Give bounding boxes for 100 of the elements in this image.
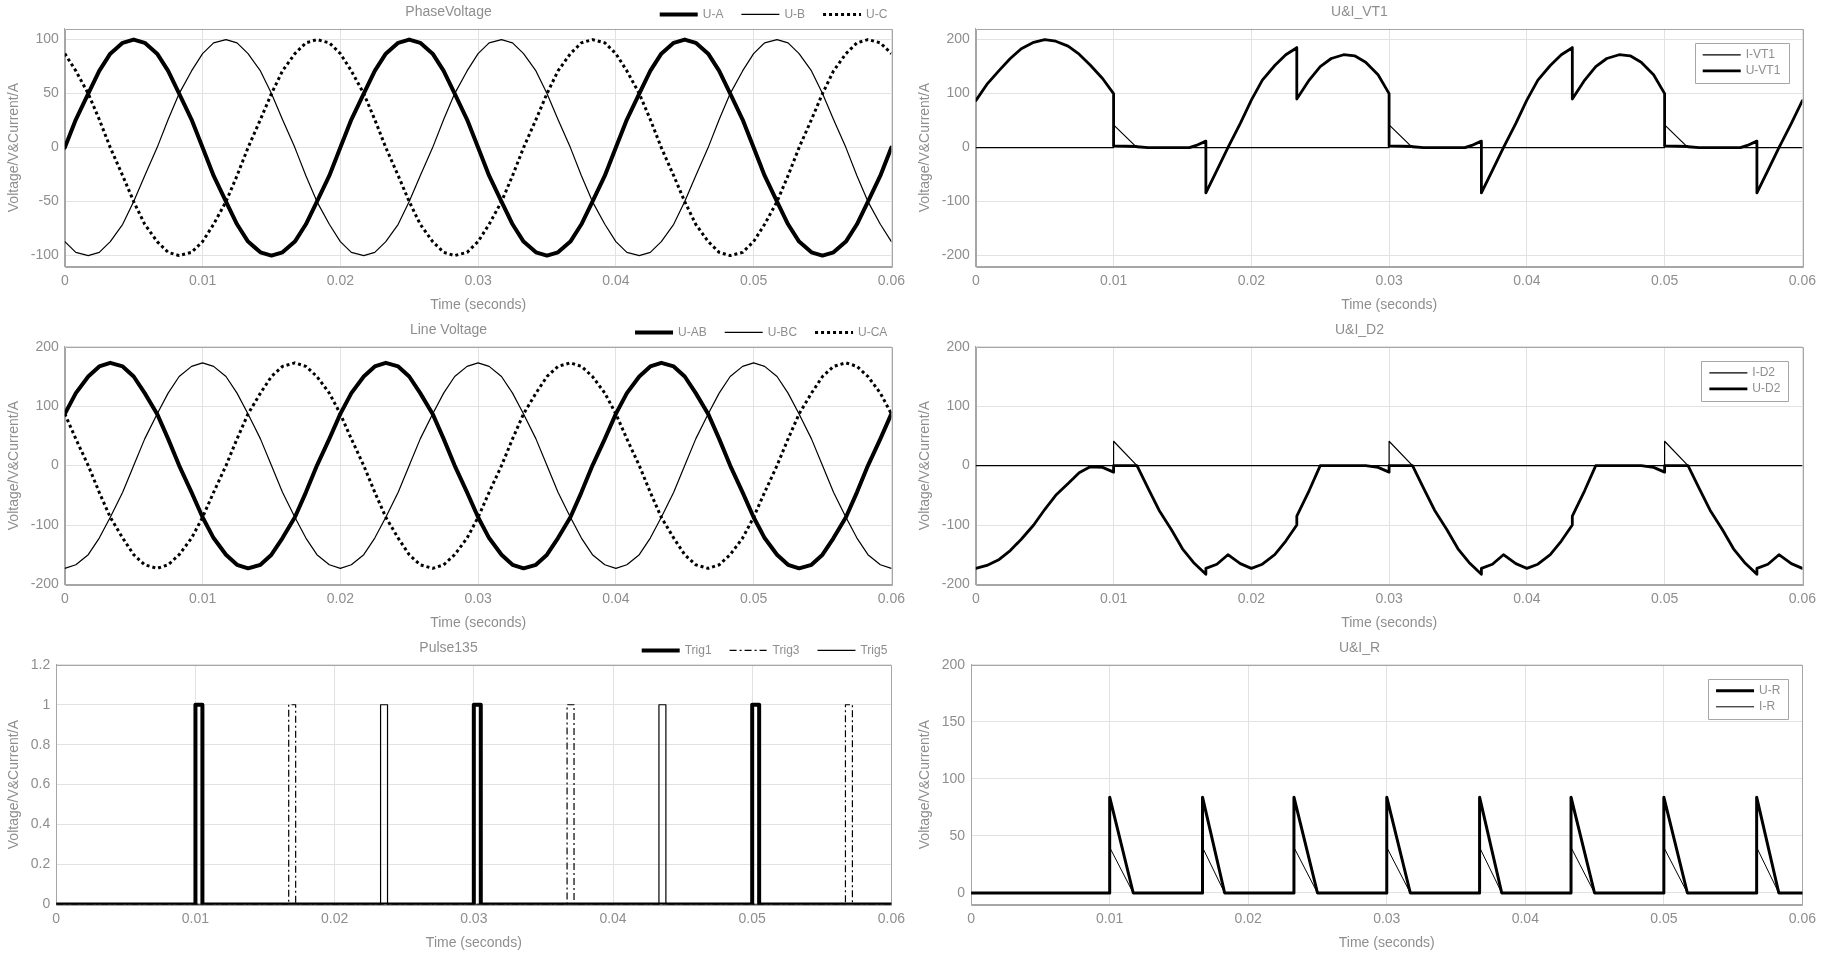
- x-tick-label: 0.06: [877, 271, 906, 288]
- y-tick-label: -200: [941, 246, 971, 263]
- x-tick-label: 0.02: [1237, 589, 1266, 606]
- y-tick-label: 100: [35, 30, 60, 47]
- y-axis-title: Voltage/V&Current/A: [916, 400, 933, 531]
- y-tick-label: 1: [42, 695, 51, 712]
- legend-label: U-CA: [858, 324, 888, 339]
- x-tick-label: 0.06: [1788, 589, 1817, 606]
- y-tick-label: 50: [949, 826, 966, 843]
- y-tick-label: 0.8: [30, 735, 51, 752]
- legend-label: I-R: [1759, 699, 1776, 714]
- x-tick-label: 0.03: [1375, 589, 1403, 606]
- y-tick-label: 0: [51, 138, 60, 155]
- x-tick-label: 0.05: [1650, 271, 1679, 288]
- x-tick-label: 0.04: [599, 909, 627, 926]
- legend-label: U-D2: [1752, 381, 1781, 396]
- y-tick-label: 1.2: [30, 655, 51, 672]
- x-axis-title: Time (seconds): [430, 296, 527, 313]
- legend-label: Trig5: [860, 642, 888, 657]
- chart-title: Pulse135: [419, 639, 478, 656]
- y-tick-label: 0: [962, 138, 971, 155]
- x-tick-label: 0.03: [460, 909, 488, 926]
- x-tick-label: 0.04: [1513, 589, 1541, 606]
- chart-title: U&I_R: [1338, 639, 1381, 656]
- legend-label: U-R: [1759, 683, 1781, 698]
- y-tick-label: 100: [946, 84, 971, 101]
- y-tick-label: 50: [43, 84, 60, 101]
- y-tick-label: 200: [941, 655, 966, 672]
- x-tick-label: 0.02: [321, 909, 349, 926]
- chart-title: PhaseVoltage: [405, 3, 492, 20]
- legend-label: U-VT1: [1745, 63, 1781, 78]
- y-tick-label: -100: [941, 515, 971, 532]
- x-tick-label: 0.01: [1099, 271, 1128, 288]
- x-tick-label: 0.02: [326, 589, 355, 606]
- legend-label: I-D2: [1752, 365, 1776, 380]
- x-tick-label: 0.01: [188, 589, 217, 606]
- y-tick-label: 0: [962, 456, 971, 473]
- legend-label: U-BC: [767, 324, 798, 339]
- x-axis-title: Time (seconds): [1341, 296, 1438, 313]
- y-axis-title: Voltage/V&Current/A: [5, 719, 22, 850]
- x-axis-title: Time (seconds): [430, 614, 527, 631]
- x-tick-label: 0.01: [188, 271, 217, 288]
- x-tick-label: 0.02: [1234, 909, 1263, 926]
- y-axis-title: Voltage/V&Current/A: [916, 82, 933, 213]
- y-tick-label: -100: [941, 192, 971, 209]
- x-tick-label: 0.02: [1237, 271, 1266, 288]
- x-tick-label: 0.03: [464, 271, 492, 288]
- y-tick-label: 100: [35, 397, 60, 414]
- chart-title: Line Voltage: [409, 321, 488, 338]
- x-tick-label: 0.06: [1788, 271, 1817, 288]
- y-tick-label: 100: [941, 769, 966, 786]
- y-axis-title: Voltage/V&Current/A: [916, 719, 933, 850]
- y-tick-label: 0.4: [30, 815, 51, 832]
- y-tick-label: 200: [946, 337, 971, 354]
- x-axis-title: Time (seconds): [425, 934, 522, 951]
- x-tick-label: 0.04: [602, 589, 630, 606]
- legend-label: U-C: [866, 6, 888, 21]
- x-tick-label: 0.04: [1511, 909, 1540, 926]
- x-tick-label: 0.04: [602, 271, 630, 288]
- x-tick-label: 0.05: [739, 271, 768, 288]
- x-axis-title: Time (seconds): [1338, 934, 1435, 951]
- y-tick-label: -100: [30, 246, 60, 263]
- x-tick-label: 0.03: [464, 589, 492, 606]
- y-axis-title: Voltage/V&Current/A: [5, 400, 22, 531]
- y-tick-label: 200: [35, 337, 60, 354]
- chart-title: U&I_VT1: [1331, 3, 1389, 20]
- x-tick-label: 0.05: [738, 909, 767, 926]
- y-tick-label: 200: [946, 30, 971, 47]
- x-tick-label: 0.01: [1099, 589, 1128, 606]
- legend-label: I-VT1: [1745, 47, 1776, 62]
- y-tick-label: -50: [38, 192, 60, 209]
- x-tick-label: 0.06: [877, 909, 906, 926]
- x-tick-label: 0.01: [181, 909, 210, 926]
- legend-label: Trig3: [772, 642, 800, 657]
- x-tick-label: 0.03: [1373, 909, 1401, 926]
- y-tick-label: -100: [30, 515, 60, 532]
- x-tick-label: 0.02: [326, 271, 355, 288]
- y-tick-label: -200: [941, 575, 971, 592]
- x-tick-label: 0.01: [1096, 909, 1124, 926]
- legend-label: U-B: [784, 6, 806, 21]
- x-tick-label: 0.05: [1650, 589, 1679, 606]
- y-tick-label: 0.6: [30, 775, 51, 792]
- x-tick-label: 0.05: [739, 589, 768, 606]
- chart-title: U&I_D2: [1334, 321, 1385, 338]
- x-tick-label: 0.05: [1650, 909, 1678, 926]
- y-tick-label: 150: [941, 712, 966, 729]
- x-tick-label: 0.04: [1513, 271, 1541, 288]
- y-tick-label: -200: [30, 575, 60, 592]
- y-axis-title: Voltage/V&Current/A: [5, 82, 22, 213]
- y-tick-label: 0: [957, 883, 966, 900]
- x-axis-title: Time (seconds): [1341, 614, 1438, 631]
- legend-label: Trig1: [684, 642, 712, 657]
- y-tick-label: 0.2: [30, 855, 51, 872]
- y-tick-label: 100: [946, 397, 971, 414]
- legend-label: U-AB: [678, 324, 707, 339]
- legend-label: U-A: [702, 6, 724, 21]
- y-tick-label: 0: [42, 895, 51, 912]
- x-tick-label: 0.06: [877, 589, 906, 606]
- y-tick-label: 0: [51, 456, 60, 473]
- x-tick-label: 0.03: [1375, 271, 1403, 288]
